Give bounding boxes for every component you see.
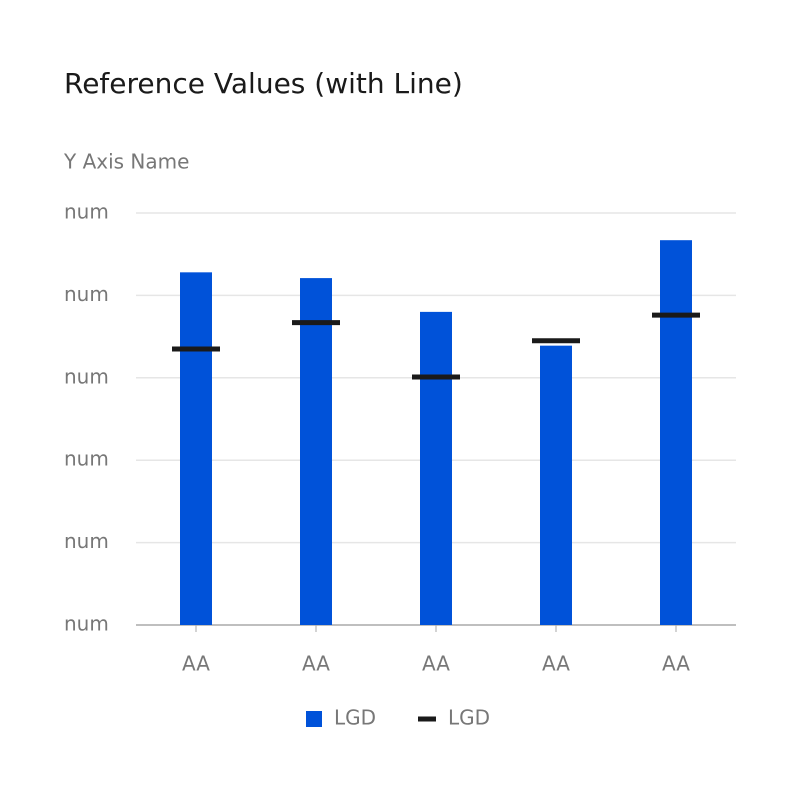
y-tick-label: num [64, 200, 109, 224]
bar [300, 278, 332, 625]
x-tick-label: AA [182, 652, 210, 676]
y-axis-label: Y Axis Name [63, 150, 189, 174]
y-tick-label: num [64, 282, 109, 306]
x-tick-label: AA [542, 652, 570, 676]
bar [180, 272, 212, 625]
legend-label: LGD [448, 706, 490, 730]
x-tick-label: AA [422, 652, 450, 676]
y-tick-label: num [64, 612, 109, 636]
legend-swatch [306, 711, 322, 727]
y-tick-label: num [64, 364, 109, 388]
bar [420, 311, 452, 625]
legend-label: LGD [334, 706, 376, 730]
chart-title: Reference Values (with Line) [64, 67, 463, 100]
bar [540, 345, 572, 625]
y-tick-label: num [64, 529, 109, 553]
bar [660, 240, 692, 625]
x-tick-label: AA [662, 652, 690, 676]
x-tick-label: AA [302, 652, 330, 676]
y-tick-label: num [64, 447, 109, 471]
